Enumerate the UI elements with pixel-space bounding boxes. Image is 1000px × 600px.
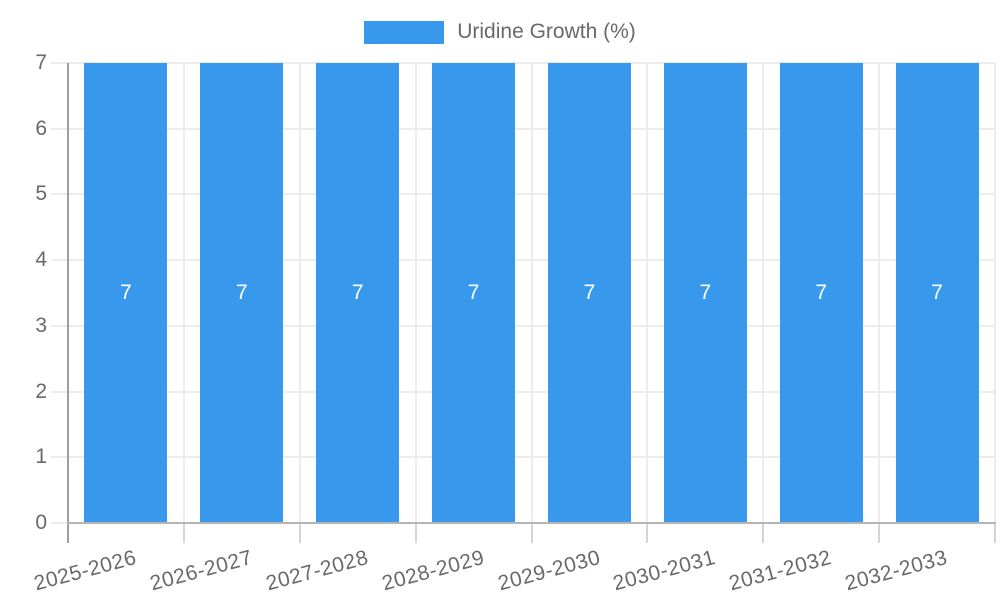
x-axis-tick: [994, 523, 996, 543]
bar[interactable]: [895, 63, 979, 523]
x-axis-category-label: 2025-2026: [31, 546, 139, 596]
bar[interactable]: [547, 63, 631, 523]
x-axis-line: [67, 522, 996, 524]
x-axis-category-label: 2026-2027: [147, 546, 255, 596]
y-gridline: [51, 456, 995, 459]
x-axis-category-label: 2031-2032: [726, 546, 835, 596]
y-gridline: [51, 193, 995, 196]
y-axis-tick-label: 0: [35, 511, 47, 534]
legend[interactable]: Uridine Growth (%): [0, 20, 1000, 44]
x-axis-category-label: 2028-2029: [379, 546, 487, 596]
x-axis-category-label: 2029-2030: [495, 546, 603, 596]
x-axis-tick: [646, 523, 649, 543]
x-gridline: [414, 63, 417, 523]
y-gridline: [51, 324, 995, 327]
x-gridline: [530, 63, 533, 523]
y-axis-tick-label: 3: [35, 313, 47, 337]
x-gridline: [878, 63, 881, 523]
y-gridline: [51, 127, 995, 130]
y-axis-tick-label: 7: [35, 51, 47, 74]
x-gridline: [182, 63, 185, 523]
y-gridline: [51, 259, 995, 262]
y-axis-tick-label: 5: [35, 182, 47, 206]
y-axis-tick-label: 1: [35, 445, 47, 469]
y-gridline: [51, 62, 995, 64]
x-axis-tick: [762, 523, 765, 543]
y-axis-line: [67, 63, 69, 543]
bar[interactable]: [432, 63, 516, 523]
bar[interactable]: [663, 63, 747, 523]
bar[interactable]: [84, 63, 168, 523]
bar[interactable]: [316, 63, 400, 523]
y-axis-tick-label: 4: [35, 248, 47, 272]
y-gridline: [51, 390, 995, 393]
bar[interactable]: [779, 63, 863, 523]
x-gridline: [994, 63, 996, 523]
x-gridline: [762, 63, 765, 523]
x-gridline: [646, 63, 649, 523]
x-axis-category-label: 2027-2028: [263, 546, 371, 596]
x-axis-tick: [878, 523, 881, 543]
x-axis-category-label: 2032-2033: [842, 546, 951, 596]
legend-label: Uridine Growth (%): [457, 20, 636, 43]
y-axis-tick-label: 2: [35, 379, 47, 403]
x-axis-tick: [414, 523, 417, 543]
y-axis-tick-label: 6: [35, 116, 47, 140]
bar[interactable]: [200, 63, 284, 523]
legend-swatch: [364, 20, 445, 44]
x-axis-tick: [182, 523, 185, 543]
x-gridline: [298, 63, 301, 523]
x-axis-tick: [530, 523, 533, 543]
x-axis-tick: [298, 523, 301, 543]
x-axis-category-label: 2030-2031: [610, 546, 719, 596]
